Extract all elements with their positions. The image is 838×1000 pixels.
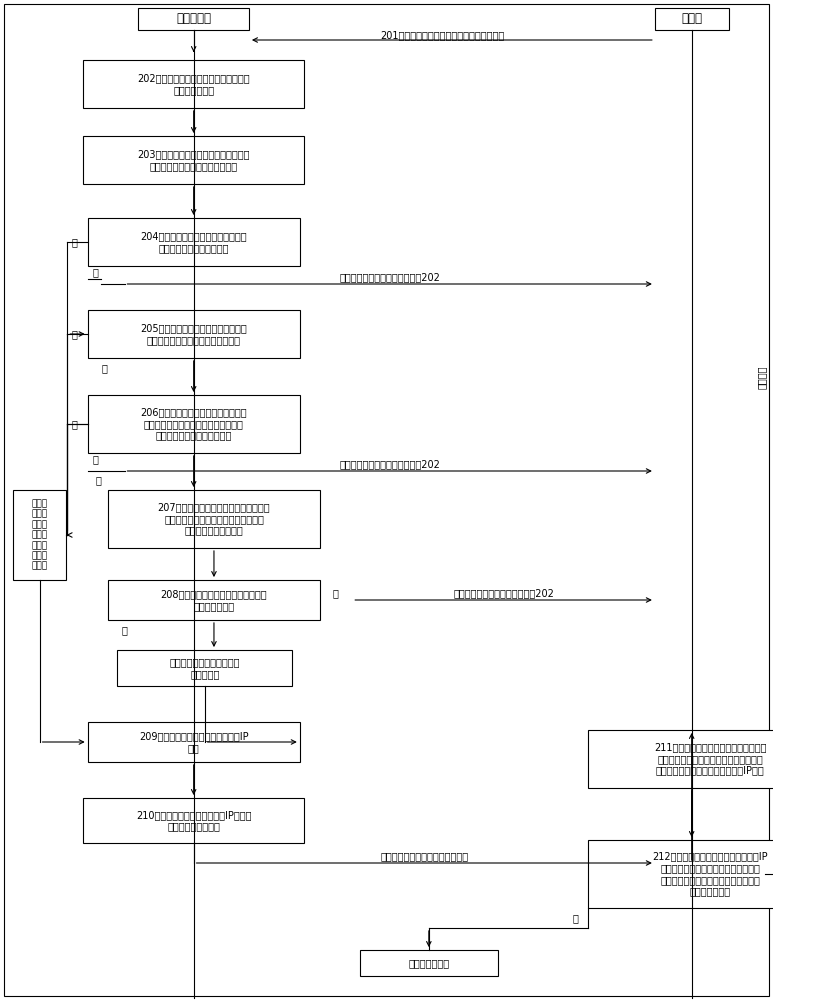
Text: 应用服务器: 应用服务器 xyxy=(176,12,211,25)
Text: 204：应用服务器判断最小被访问次数
是否小于预设访问次数阈值: 204：应用服务器判断最小被访问次数 是否小于预设访问次数阈值 xyxy=(140,231,247,253)
Bar xyxy=(83,136,304,184)
Bar xyxy=(360,950,498,976)
Text: 返回错误码给客户端，返回步骤202: 返回错误码给客户端，返回步骤202 xyxy=(339,272,440,282)
Text: 是: 是 xyxy=(101,363,107,373)
Text: 将其对应的集群服务器作为
最优服务器: 将其对应的集群服务器作为 最优服务器 xyxy=(169,657,240,679)
Text: 否: 否 xyxy=(92,454,98,464)
Bar xyxy=(654,8,728,30)
Text: 是: 是 xyxy=(122,625,127,635)
Text: 208：应用服务器判断最小流量是否小
于预设流量阈值: 208：应用服务器判断最小流量是否小 于预设流量阈值 xyxy=(161,589,267,611)
Text: 是: 是 xyxy=(72,419,78,429)
Text: 否: 否 xyxy=(72,329,78,339)
Text: 将连接请求应答数据发送给客户端: 将连接请求应答数据发送给客户端 xyxy=(380,851,468,861)
Bar xyxy=(588,840,832,908)
Text: 否: 否 xyxy=(333,588,339,598)
Text: 返回错误码给客户端，返回步骤202: 返回错误码给客户端，返回步骤202 xyxy=(453,588,554,598)
Text: 连接失败: 连接失败 xyxy=(757,366,767,389)
Bar xyxy=(83,60,304,108)
Bar xyxy=(88,395,300,453)
Text: 210：应用服务器根据获取到的IP地址组
织连接请求应答数据: 210：应用服务器根据获取到的IP地址组 织连接请求应答数据 xyxy=(136,810,251,831)
Text: 否: 否 xyxy=(92,267,98,277)
Bar xyxy=(588,730,832,788)
Text: 203：应用服务器获取集群服务器的被访
问次数并从中选择最小被访问次数: 203：应用服务器获取集群服务器的被访 问次数并从中选择最小被访问次数 xyxy=(137,149,250,171)
Bar xyxy=(13,490,66,580)
Text: 是: 是 xyxy=(72,237,78,247)
Text: 201：客户端向应用服务器发送第一连接请求: 201：客户端向应用服务器发送第一连接请求 xyxy=(380,30,504,40)
Text: 客户端: 客户端 xyxy=(681,12,702,25)
Text: 209：应用服务器获取最优服务器的IP
地址: 209：应用服务器获取最优服务器的IP 地址 xyxy=(139,731,249,753)
Text: 212：客户端根据得到的最优服务器的IP
地址，向最优服务器发送第二连接请求
，并判断是否接收到最优服务器返回的
连接成功状态码: 212：客户端根据得到的最优服务器的IP 地址，向最优服务器发送第二连接请求 ，… xyxy=(652,852,768,896)
Text: 206：应用服务器根据最小被访问次数
读取其对应的集群服务器的所用流量，
判断其是否小于预设流量阈值: 206：应用服务器根据最小被访问次数 读取其对应的集群服务器的所用流量， 判断其… xyxy=(140,407,247,441)
Text: 是: 是 xyxy=(572,913,578,923)
Bar xyxy=(88,310,300,358)
Bar xyxy=(83,798,304,843)
Text: 将最小
被访问
次数对
应的服
务器作
为最优
服务器: 将最小 被访问 次数对 应的服 务器作 为最优 服务器 xyxy=(32,499,48,571)
Text: 211：客户端等待并接收应用服务器发送
来的连接请求应答数据，解析接收到的连
接请求应答数据得到最优服务器的IP地址: 211：客户端等待并接收应用服务器发送 来的连接请求应答数据，解析接收到的连 接… xyxy=(654,742,767,776)
Text: 207：应用服务器根据最小被访问次数，
读取其对应的多个集群服务器的所用流
量并从中选择最小流量: 207：应用服务器根据最小被访问次数， 读取其对应的多个集群服务器的所用流 量并… xyxy=(158,502,271,536)
Bar xyxy=(117,650,292,686)
Text: 202：应用服务器等待并接收客户端发送
的第一连接请求: 202：应用服务器等待并接收客户端发送 的第一连接请求 xyxy=(137,73,250,95)
Bar xyxy=(138,8,249,30)
Text: 返回错误码给客户端，返回步骤202: 返回错误码给客户端，返回步骤202 xyxy=(339,459,440,469)
Text: 是: 是 xyxy=(96,475,101,485)
Bar xyxy=(88,218,300,266)
Text: 205：应用服务器判断最小被访问次数
对应的集群服务器的数量是否为一个: 205：应用服务器判断最小被访问次数 对应的集群服务器的数量是否为一个 xyxy=(140,323,247,345)
Text: 连接成功，结束: 连接成功，结束 xyxy=(408,958,449,968)
Bar xyxy=(88,722,300,762)
Bar xyxy=(108,490,320,548)
Bar xyxy=(108,580,320,620)
